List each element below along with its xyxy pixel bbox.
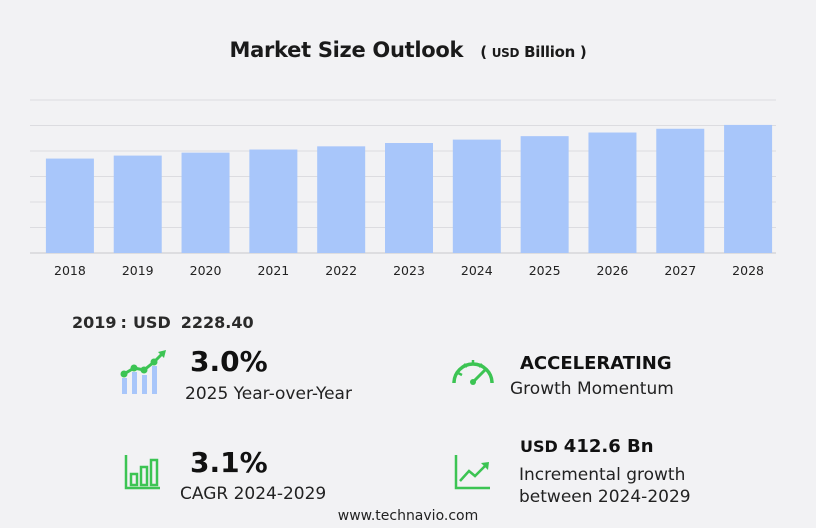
incremental-label-line2: between 2024-2029 (519, 487, 691, 507)
highlight-currency: USD (132, 313, 171, 332)
bar-2021 (249, 149, 298, 253)
yoy-label: 2025 Year-over-Year (185, 384, 352, 404)
bar-2025 (520, 136, 569, 253)
bar-2028 (724, 124, 773, 253)
bar-2023 (385, 143, 433, 253)
bar-2019 (113, 155, 162, 253)
cagr-value: 3.1% (190, 446, 268, 479)
incremental-value: USD 412.6 Bn (520, 436, 654, 457)
chart-title-unit: ( USD Billion ) (480, 43, 587, 61)
bar-2022 (317, 146, 366, 253)
bar-2026 (588, 132, 637, 253)
momentum-label: Growth Momentum (510, 379, 674, 399)
x-tick-label: 2018 (54, 263, 86, 278)
x-tick-label: 2026 (597, 263, 629, 278)
x-tick-label: 2027 (664, 263, 696, 278)
growth-chart-icon (120, 350, 166, 394)
x-tick-label: 2022 (325, 263, 357, 278)
x-tick-label: 2020 (190, 263, 222, 278)
x-tick-label: 2025 (529, 263, 561, 278)
highlight-value: 2019: USD 2228.40 (72, 313, 254, 332)
chart-title-text: Market Size Outlook (229, 38, 464, 62)
bar-2027 (656, 128, 705, 253)
x-tick-label: 2028 (732, 263, 764, 278)
highlight-amount: 2228.40 (180, 313, 254, 332)
x-tick-label: 2024 (461, 263, 493, 278)
x-tick-label: 2023 (393, 263, 425, 278)
bar-chart-icon (124, 455, 160, 490)
cagr-label: CAGR 2024-2029 (180, 484, 327, 504)
bar-2018 (45, 158, 94, 253)
bar-2020 (181, 152, 230, 253)
trend-up-icon (454, 455, 490, 490)
bar-chart: 2018 2019 2020 2021 2022 2023 2024 2025 2026 2027… (30, 99, 776, 278)
x-tick-label: 2019 (122, 263, 154, 278)
chart-title: Market Size Outlook ( USD Billion ) (0, 38, 816, 62)
x-tick-label: 2021 (257, 263, 289, 278)
bar-2024 (452, 139, 501, 253)
incremental-label-line1: Incremental growth (519, 465, 686, 485)
incremental-currency: USD (520, 437, 558, 456)
momentum-value: ACCELERATING (520, 353, 672, 374)
footer-url: www.technavio.com (337, 508, 479, 524)
yoy-value: 3.0% (190, 345, 268, 378)
highlight-year: 2019 (72, 313, 117, 332)
incremental-amount: 412.6 Bn (563, 436, 654, 457)
speedometer-icon (452, 360, 494, 385)
